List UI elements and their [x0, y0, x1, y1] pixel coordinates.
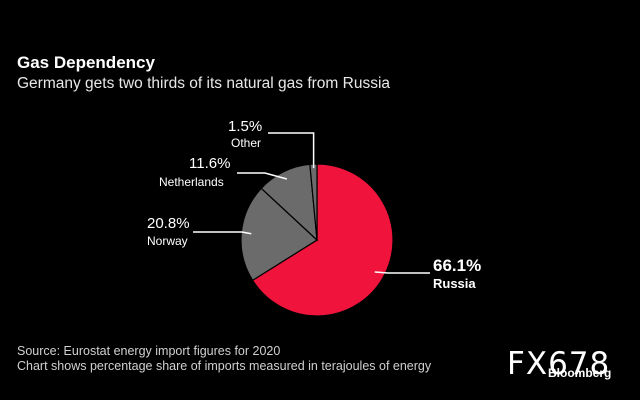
- leader-line-netherlands: [237, 172, 288, 180]
- label-pct-norway: 20.8%: [147, 215, 190, 232]
- label-pct-russia: 66.1%: [433, 256, 481, 275]
- brand-logo: Bloomberg: [548, 366, 612, 380]
- slice-norway: [240, 187, 318, 282]
- leader-line-other: [268, 132, 315, 169]
- label-pct-other: 1.5%: [228, 118, 262, 135]
- leader-line-russia: [374, 271, 430, 274]
- chart-title: Gas Dependency: [17, 53, 155, 72]
- label-name-russia: Russia: [433, 276, 476, 291]
- label-name-norway: Norway: [147, 234, 188, 248]
- slice-russia: [251, 163, 394, 317]
- source-note: Source: Eurostat energy import figures f…: [17, 344, 281, 358]
- label-pct-netherlands: 11.6%: [189, 155, 230, 172]
- leader-line-norway: [193, 231, 252, 235]
- method-note: Chart shows percentage share of imports …: [17, 359, 432, 373]
- label-name-other: Other: [231, 136, 261, 150]
- watermark: FX678: [507, 346, 611, 382]
- chart-subtitle: Germany gets two thirds of its natural g…: [17, 75, 391, 92]
- label-name-netherlands: Netherlands: [159, 175, 224, 189]
